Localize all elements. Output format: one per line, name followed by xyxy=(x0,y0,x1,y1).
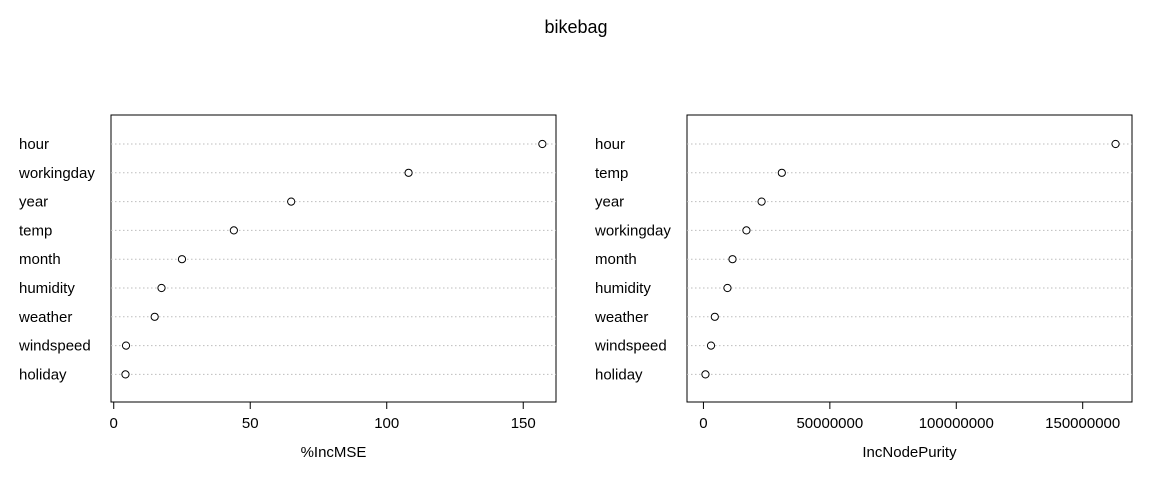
category-label: weather xyxy=(594,309,648,326)
category-label: humidity xyxy=(19,280,75,297)
data-point xyxy=(538,139,547,149)
plot-frame xyxy=(686,114,1133,403)
data-point xyxy=(710,312,719,321)
data-point xyxy=(742,226,751,235)
data-point xyxy=(229,226,238,235)
x-tick-label: 150 xyxy=(511,415,536,432)
panel-1: hour workingday year temp month humidity weath… xyxy=(18,114,557,461)
category-label: workingday xyxy=(18,165,95,182)
category-label: hour xyxy=(595,136,625,153)
x-tick-label: 100 xyxy=(374,415,399,432)
category-label: year xyxy=(595,194,624,211)
category-label: month xyxy=(19,251,61,268)
data-point xyxy=(287,197,296,206)
data-point xyxy=(706,341,716,350)
plot-frame xyxy=(110,114,557,403)
category-label: year xyxy=(19,194,48,211)
data-point xyxy=(757,197,766,206)
data-point xyxy=(177,255,187,264)
data-point xyxy=(777,168,786,177)
x-tick-label: 0 xyxy=(110,415,118,432)
chart-title: bikebag xyxy=(544,17,608,37)
x-tick-label: 50 xyxy=(242,415,259,432)
data-point xyxy=(728,255,737,264)
category-label: holiday xyxy=(19,366,67,383)
x-tick-label: 50000000 xyxy=(796,415,863,432)
data-point xyxy=(121,341,131,350)
x-tick-label: 100000000 xyxy=(919,415,994,432)
x-axis-title: IncNodePurity xyxy=(862,444,957,461)
category-label: temp xyxy=(595,165,628,182)
data-point xyxy=(404,168,413,177)
category-label: humidity xyxy=(595,280,651,297)
category-label: temp xyxy=(19,222,52,239)
category-label: windspeed xyxy=(594,338,667,355)
category-label: month xyxy=(595,251,637,268)
data-point xyxy=(150,312,159,321)
panel-2: hour temp year workingday month humidity weath… xyxy=(594,114,1133,461)
data-point xyxy=(1111,139,1120,149)
category-label: weather xyxy=(18,309,72,326)
x-axis-title: %IncMSE xyxy=(301,444,367,461)
category-label: holiday xyxy=(595,366,643,383)
category-label: hour xyxy=(19,136,49,153)
x-tick-label: 0 xyxy=(699,415,707,432)
x-tick-label: 150000000 xyxy=(1045,415,1120,432)
data-point xyxy=(723,283,732,293)
data-point xyxy=(157,283,166,293)
data-point xyxy=(121,370,130,379)
category-label: workingday xyxy=(594,222,671,239)
category-label: windspeed xyxy=(18,338,91,355)
data-point xyxy=(701,370,710,379)
